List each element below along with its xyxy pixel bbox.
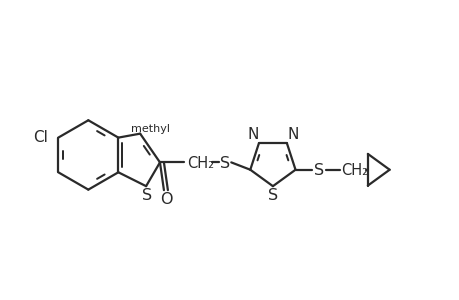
Text: CH₂: CH₂ xyxy=(187,156,214,171)
Text: Cl: Cl xyxy=(33,130,48,145)
Text: CH₂: CH₂ xyxy=(341,163,368,178)
Text: methyl: methyl xyxy=(130,124,169,134)
Text: N: N xyxy=(247,127,258,142)
Text: S: S xyxy=(267,188,277,202)
Text: O: O xyxy=(159,191,172,206)
Text: N: N xyxy=(286,127,298,142)
Text: S: S xyxy=(142,188,152,202)
Text: S: S xyxy=(313,163,324,178)
Text: S: S xyxy=(220,156,230,171)
